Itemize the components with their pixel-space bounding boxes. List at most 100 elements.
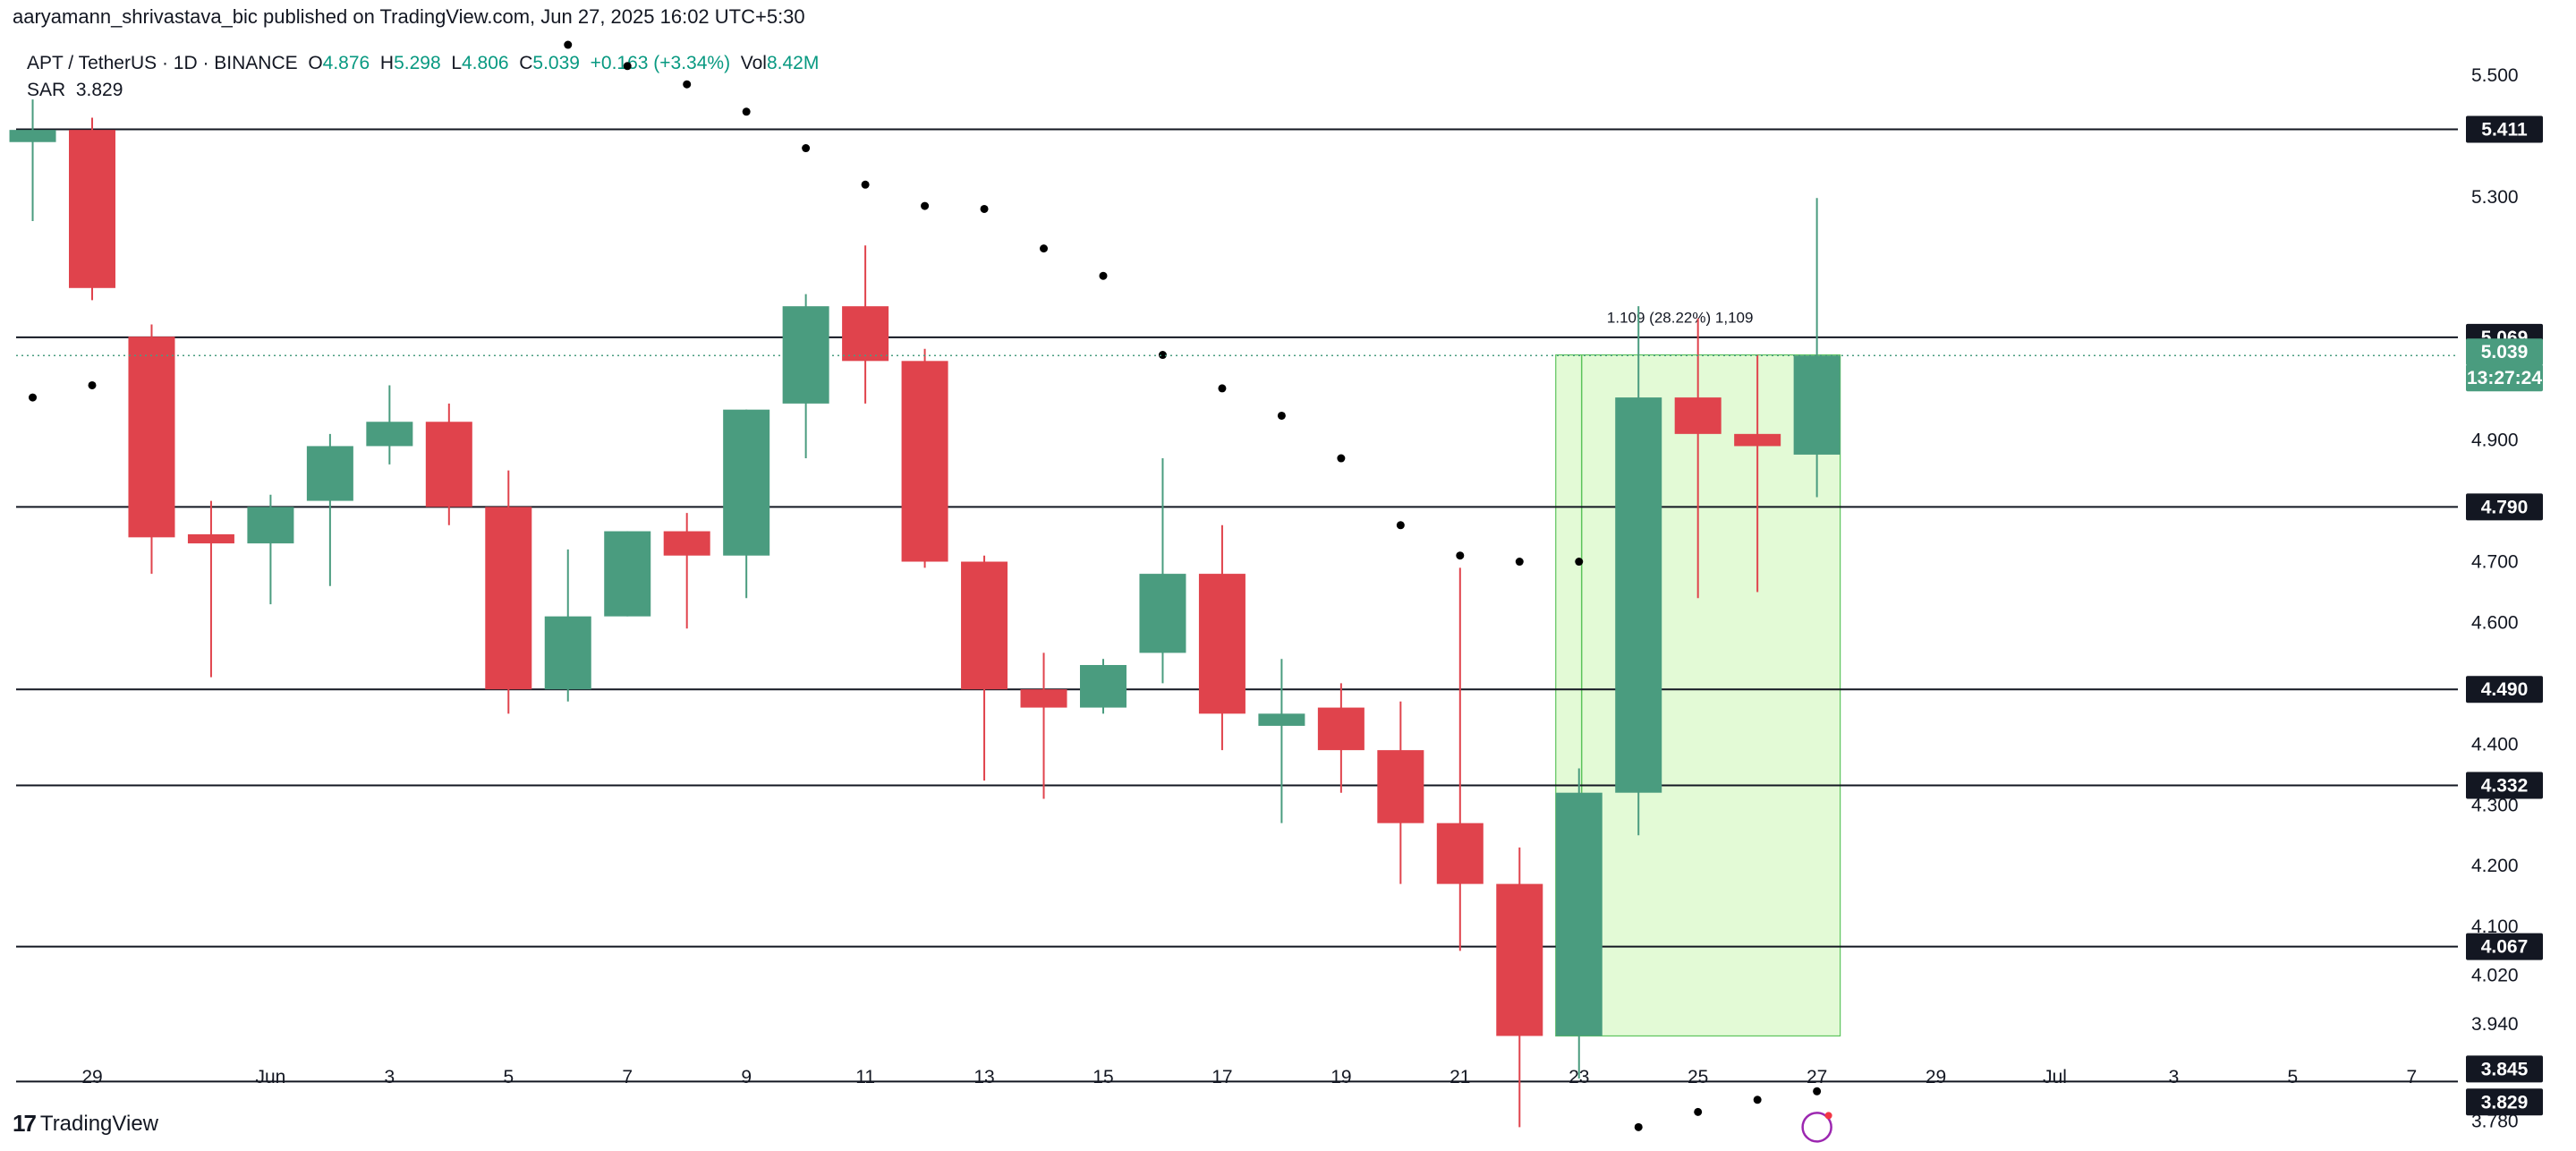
price-label-badge bbox=[2466, 772, 2543, 799]
sar-dot bbox=[1813, 1087, 1822, 1096]
sar-dot bbox=[683, 80, 692, 89]
candle-down bbox=[961, 561, 1008, 690]
price-label-badge bbox=[2466, 493, 2543, 521]
sar-dot bbox=[802, 144, 811, 153]
price-label-text: 4.332 bbox=[2481, 776, 2529, 797]
candle-up bbox=[1258, 713, 1305, 726]
sar-dot bbox=[564, 40, 573, 49]
candle-down bbox=[69, 130, 115, 288]
sar-dot bbox=[1099, 271, 1108, 280]
sar-dot bbox=[1396, 521, 1405, 530]
price-label-text: 13:27:24 bbox=[2467, 368, 2542, 388]
price-label-badge bbox=[2466, 338, 2543, 366]
x-axis-tick-label: 21 bbox=[1450, 1067, 1470, 1087]
candle-down bbox=[842, 306, 889, 362]
sar-dot bbox=[29, 393, 38, 402]
sar-dot bbox=[88, 380, 97, 389]
sar-dot bbox=[1337, 454, 1346, 463]
y-axis-tick-label: 4.100 bbox=[2471, 917, 2519, 937]
y-axis-tick-label: 4.900 bbox=[2471, 431, 2519, 451]
tradingview-logo-icon: 17 bbox=[13, 1110, 37, 1137]
close-label: C bbox=[519, 53, 533, 73]
candle-down bbox=[1020, 689, 1067, 708]
x-axis-tick-label: 7 bbox=[2406, 1067, 2417, 1087]
x-axis-tick-label: 5 bbox=[503, 1067, 514, 1087]
candle-down bbox=[663, 531, 710, 556]
price-label-badge bbox=[2466, 1055, 2543, 1083]
x-axis-tick-label: 5 bbox=[2288, 1067, 2299, 1087]
candle-up bbox=[544, 616, 591, 690]
event-notification-dot bbox=[1824, 1112, 1832, 1120]
high-value: 5.298 bbox=[394, 53, 441, 73]
candle-up bbox=[1079, 665, 1126, 708]
candle-down bbox=[1674, 397, 1722, 434]
candle-down bbox=[1496, 883, 1543, 1036]
open-label: O bbox=[308, 53, 323, 73]
price-label-text: 4.490 bbox=[2481, 679, 2529, 700]
sar-dot bbox=[921, 201, 930, 210]
price-label-badge bbox=[2466, 364, 2543, 392]
sar-dot bbox=[1634, 1122, 1643, 1131]
low-value: 4.806 bbox=[462, 53, 509, 73]
open-value: 4.876 bbox=[322, 53, 370, 73]
candle-up bbox=[604, 531, 651, 617]
x-axis-tick-label: 9 bbox=[741, 1067, 752, 1087]
sar-dot bbox=[742, 107, 751, 116]
tradingview-branding[interactable]: 17 TradingView bbox=[13, 1110, 158, 1138]
price-label-badge bbox=[2466, 1088, 2543, 1116]
high-label: H bbox=[379, 53, 395, 73]
x-axis-tick-label: 3 bbox=[2169, 1067, 2180, 1087]
x-axis-tick-label: 7 bbox=[622, 1067, 633, 1087]
y-axis-tick-label: 4.400 bbox=[2471, 734, 2519, 755]
volume-value: 8.42M bbox=[766, 53, 820, 73]
price-label-text: 4.790 bbox=[2481, 497, 2529, 517]
candle-down bbox=[1198, 574, 1245, 714]
y-axis-tick-label: 4.020 bbox=[2471, 966, 2519, 986]
symbol-legend: APT / TetherUS · 1D · BINANCE O4.876 H5.… bbox=[27, 50, 819, 104]
sar-dot bbox=[861, 180, 870, 189]
candle-up bbox=[1555, 792, 1603, 1036]
ohlc-row: APT / TetherUS · 1D · BINANCE O4.876 H5.… bbox=[27, 50, 819, 77]
sar-dot bbox=[1575, 558, 1584, 567]
y-axis-tick-label: 5.300 bbox=[2471, 187, 2519, 208]
y-axis-tick-label: 4.700 bbox=[2471, 552, 2519, 573]
candle-up bbox=[1139, 574, 1186, 653]
x-axis-tick-label: 3 bbox=[385, 1067, 395, 1087]
sar-dot bbox=[1158, 351, 1167, 360]
price-label-text: 5.039 bbox=[2481, 342, 2529, 362]
sar-dot bbox=[1515, 558, 1524, 567]
sar-label[interactable]: SAR bbox=[27, 80, 66, 100]
y-axis-tick-label: 4.600 bbox=[2471, 612, 2519, 633]
sar-dot bbox=[1040, 244, 1049, 253]
range-measure-label: 1.109 (28.22%) 1,109 bbox=[1607, 310, 1754, 327]
sar-row: SAR 3.829 bbox=[27, 77, 819, 104]
candle-down bbox=[901, 361, 948, 562]
candle-up bbox=[366, 422, 413, 447]
close-value: 5.039 bbox=[532, 53, 580, 73]
candle-up bbox=[1793, 355, 1841, 455]
x-axis-tick-label: Jul bbox=[2043, 1067, 2067, 1087]
y-axis-tick-label: 4.200 bbox=[2471, 856, 2519, 876]
lightning-event-icon bbox=[1801, 1112, 1832, 1143]
price-label-badge bbox=[2466, 115, 2543, 143]
sar-dot bbox=[1694, 1107, 1703, 1116]
candle-down bbox=[187, 533, 234, 544]
y-axis-tick-label: 3.780 bbox=[2471, 1112, 2519, 1132]
brand-name: TradingView bbox=[39, 1111, 158, 1136]
candle-up bbox=[9, 130, 56, 142]
x-axis-tick-label: Jun bbox=[255, 1067, 285, 1087]
candle-down bbox=[128, 337, 175, 538]
x-axis-tick-label: 25 bbox=[1688, 1067, 1708, 1087]
symbol-name[interactable]: APT / TetherUS · 1D · BINANCE bbox=[27, 53, 298, 73]
candle-up bbox=[723, 409, 770, 556]
price-label-badge bbox=[2466, 676, 2543, 703]
candle-down bbox=[1436, 823, 1484, 884]
candle-up bbox=[306, 446, 353, 501]
sar-dot bbox=[980, 204, 989, 213]
price-label-text: 4.067 bbox=[2481, 937, 2529, 958]
y-axis-tick-label: 4.300 bbox=[2471, 795, 2519, 815]
x-axis-tick-label: 29 bbox=[81, 1067, 102, 1087]
sar-dot bbox=[623, 62, 632, 71]
x-axis-tick-label: 23 bbox=[1569, 1067, 1589, 1087]
